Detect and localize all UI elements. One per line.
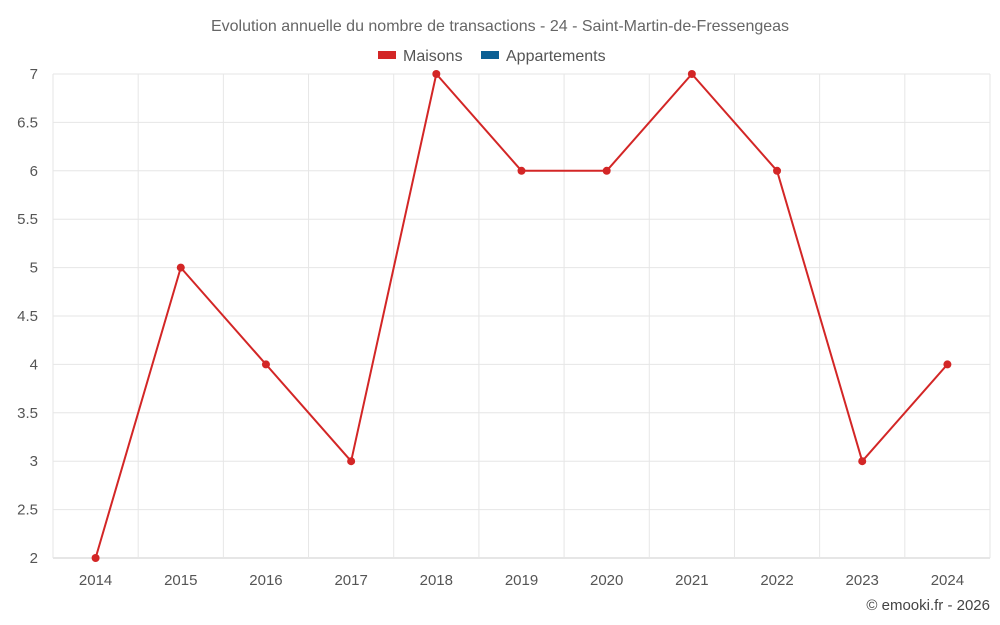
legend-swatch-maisons [378,51,396,59]
data-point-maisons[interactable] [602,166,611,175]
y-tick-label: 6 [30,163,38,180]
data-point-maisons[interactable] [347,457,356,466]
data-point-maisons[interactable] [432,70,441,78]
y-tick-label: 6.5 [17,114,38,131]
x-tick-label: 2015 [164,572,197,589]
footer-credit: © emooki.fr - 2026 [866,597,990,614]
legend-label-maisons[interactable]: Maisons [403,48,463,65]
x-tick-label: 2014 [79,572,112,589]
series [91,70,952,562]
chart-title: Evolution annuelle du nombre de transact… [211,18,789,35]
y-tick-label: 5.5 [17,211,38,228]
x-tick-label: 2023 [846,572,879,589]
data-point-maisons[interactable] [687,70,696,78]
data-point-maisons[interactable] [517,166,526,175]
data-point-maisons[interactable] [91,554,100,562]
x-tick-label: 2022 [760,572,793,589]
legend: Maisons Appartements [378,48,606,65]
y-axis-ticks: 2 2.5 3 3.5 4 4.5 5 5.5 6 6.5 7 [17,66,38,567]
y-tick-label: 2.5 [17,502,38,519]
x-tick-label: 2017 [334,572,367,589]
x-tick-label: 2021 [675,572,708,589]
y-tick-label: 4 [30,356,38,373]
x-tick-label: 2016 [249,572,282,589]
data-point-maisons[interactable] [261,360,270,369]
y-tick-label: 2 [30,550,38,567]
y-tick-label: 3.5 [17,405,38,422]
x-tick-label: 2024 [931,572,964,589]
y-tick-label: 4.5 [17,308,38,325]
x-tick-label: 2020 [590,572,623,589]
legend-swatch-appartements [481,51,499,59]
data-point-maisons[interactable] [176,263,185,272]
data-point-maisons[interactable] [773,166,782,175]
y-tick-label: 3 [30,453,38,470]
legend-label-appartements[interactable]: Appartements [506,48,606,65]
data-point-maisons[interactable] [943,360,952,369]
grid [52,73,991,559]
y-tick-label: 5 [30,260,38,277]
data-point-maisons[interactable] [858,457,867,466]
x-tick-label: 2019 [505,572,538,589]
y-tick-label: 7 [30,66,38,83]
x-axis-ticks: 2014 2015 2016 2017 2018 2019 2020 2021 2022 2023… [79,572,964,589]
x-tick-label: 2018 [420,572,453,589]
